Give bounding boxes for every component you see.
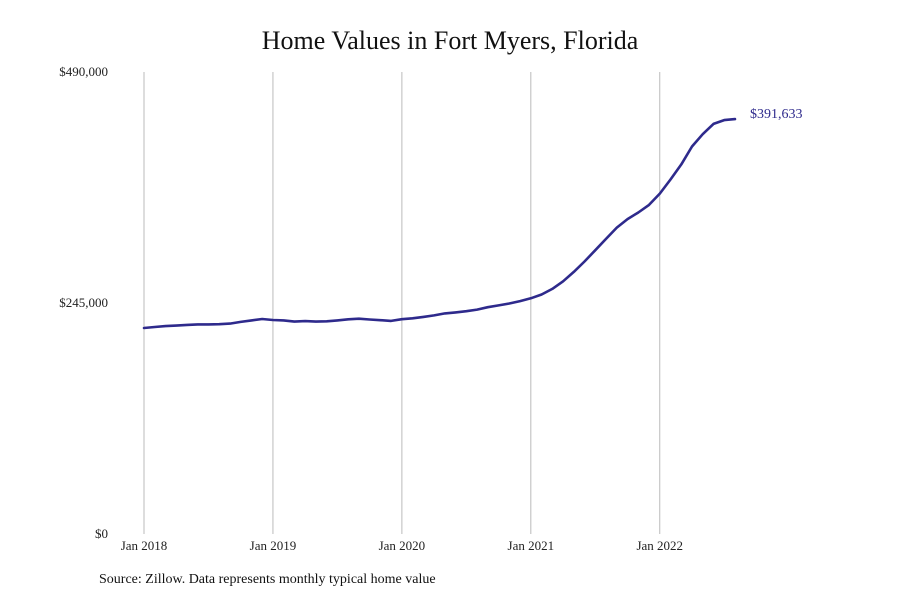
gridlines [143, 72, 661, 534]
y-tick-label: $245,000 [59, 295, 108, 310]
x-tick-label: Jan 2021 [508, 538, 555, 553]
series-line [142, 117, 737, 330]
x-tick-label: Jan 2018 [121, 538, 168, 553]
series-layer: $391,633 [142, 107, 803, 330]
x-tick-label: Jan 2022 [636, 538, 683, 553]
axis-tick-labels: Jan 2018 Jan 2019 Jan 2020 Jan 2021 Jan 2022… [59, 64, 683, 553]
x-tick-label: Jan 2019 [250, 538, 297, 553]
x-tick-label: Jan 2020 [379, 538, 426, 553]
source-note: Source: Zillow. Data represents monthly … [99, 572, 436, 587]
y-tick-label: $490,000 [59, 64, 108, 79]
chart-title: Home Values in Fort Myers, Florida [261, 26, 639, 55]
end-value-label: $391,633 [750, 107, 803, 122]
y-tick-label: $0 [95, 526, 108, 541]
